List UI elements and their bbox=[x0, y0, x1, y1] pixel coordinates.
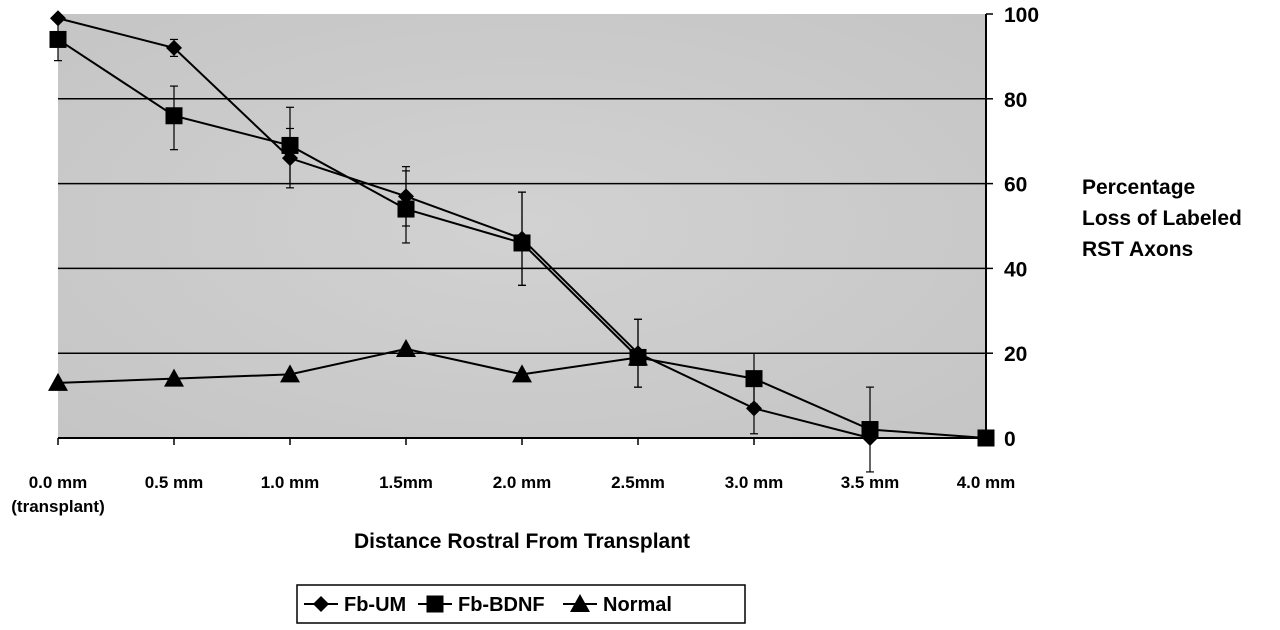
y-tick-marks bbox=[986, 13, 993, 439]
x-tick-label: 3.5 mm bbox=[841, 473, 900, 492]
y-tick-labels: 100 80 60 40 20 0 bbox=[1004, 4, 1039, 451]
y-tick-label: 40 bbox=[1004, 258, 1027, 281]
x-tick-label: 4.0 mm bbox=[957, 473, 1016, 492]
y-tick-label: 100 bbox=[1004, 4, 1039, 27]
data-point-fb-bdnf bbox=[397, 200, 415, 218]
y-axis-label-line-1: Percentage bbox=[1082, 176, 1195, 199]
y-axis-label-line-3: RST Axons bbox=[1082, 238, 1193, 261]
x-tick-marks bbox=[57, 438, 987, 445]
x-tick-label: 3.0 mm bbox=[725, 473, 784, 492]
x-tick-label: 1.0 mm bbox=[261, 473, 320, 492]
data-point-normal bbox=[512, 364, 532, 383]
legend-marker-normal bbox=[570, 594, 590, 612]
y-axis-label-line-2: Loss of Labeled bbox=[1082, 207, 1242, 230]
data-point-fb-bdnf bbox=[165, 107, 183, 125]
data-point-normal bbox=[396, 338, 416, 357]
x-tick-label: 0.0 mm bbox=[29, 473, 88, 492]
series-markers bbox=[48, 10, 995, 447]
legend-label: Fb-BDNF bbox=[458, 594, 545, 616]
legend-item-fb-bdnf: Fb-BDNF bbox=[418, 594, 545, 616]
data-point-fb-bdnf bbox=[281, 136, 299, 154]
data-point-fb-bdnf bbox=[49, 30, 67, 48]
x-axis-label: Distance Rostral From Transplant bbox=[354, 530, 690, 553]
x-tick-label: 1.5mm bbox=[379, 473, 433, 492]
data-point-normal bbox=[48, 372, 68, 391]
data-point-fb-bdnf bbox=[513, 234, 531, 252]
y-tick-label: 60 bbox=[1004, 174, 1027, 197]
data-point-fb-um bbox=[746, 400, 762, 417]
x-tick-sublabel: (transplant) bbox=[11, 497, 105, 516]
legend: Fb-UM Fb-BDNF Normal bbox=[296, 584, 746, 624]
data-point-fb-bdnf bbox=[745, 370, 763, 388]
data-point-normal bbox=[164, 368, 184, 387]
data-point-fb-um bbox=[50, 10, 66, 27]
data-point-fb-bdnf bbox=[977, 429, 995, 447]
series-line-normal bbox=[57, 347, 639, 384]
data-point-fb-um bbox=[166, 39, 182, 56]
data-point-fb-um bbox=[282, 150, 298, 167]
x-tick-label: 2.5mm bbox=[611, 473, 665, 492]
legend-item-normal: Normal bbox=[563, 594, 672, 616]
x-tick-label: 2.0 mm bbox=[493, 473, 552, 492]
x-tick-labels: 0.0 mm (transplant) 0.5 mm 1.0 mm 1.5mm 2.0 m… bbox=[11, 473, 1015, 516]
data-point-fb-bdnf bbox=[861, 421, 879, 439]
y-axis-label: Percentage Loss of Labeled RST Axons bbox=[1082, 176, 1242, 261]
legend-box bbox=[296, 584, 746, 624]
legend-label: Fb-UM bbox=[344, 594, 406, 616]
y-tick-label: 80 bbox=[1004, 89, 1027, 112]
data-point-normal bbox=[628, 347, 648, 366]
y-tick-label: 20 bbox=[1004, 343, 1027, 366]
legend-marker-fb-um bbox=[313, 596, 329, 612]
x-tick-label: 0.5 mm bbox=[145, 473, 204, 492]
data-point-fb-um bbox=[398, 188, 414, 205]
legend-item-fb-um: Fb-UM bbox=[304, 594, 406, 616]
legend-marker-fb-bdnf bbox=[426, 595, 444, 613]
data-point-normal bbox=[280, 364, 300, 383]
y-tick-label: 0 bbox=[1004, 428, 1016, 451]
legend-label: Normal bbox=[603, 594, 672, 616]
